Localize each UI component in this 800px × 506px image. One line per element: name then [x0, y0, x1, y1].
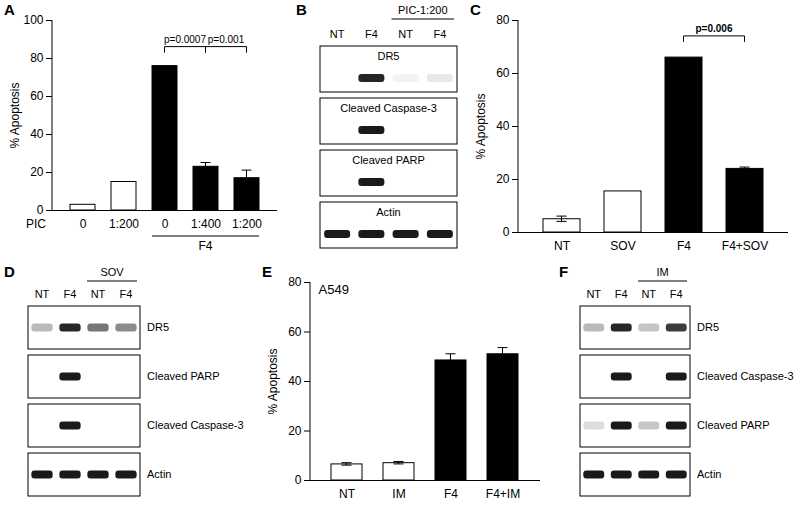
svg-text:1:200: 1:200 [232, 217, 262, 231]
svg-text:NT: NT [330, 28, 345, 40]
svg-text:F4+SOV: F4+SOV [722, 239, 768, 253]
svg-text:A549: A549 [319, 282, 349, 297]
svg-text:0: 0 [295, 473, 302, 487]
svg-text:F4: F4 [198, 239, 212, 253]
svg-text:PIC: PIC [26, 217, 46, 231]
svg-text:NT: NT [91, 288, 106, 300]
svg-text:NT: NT [398, 28, 413, 40]
svg-text:Cleaved Caspase-3: Cleaved Caspase-3 [340, 102, 437, 114]
svg-text:40: 40 [30, 127, 44, 141]
svg-text:F4: F4 [433, 28, 446, 40]
svg-text:% Apoptosis: % Apoptosis [8, 82, 22, 148]
svg-text:100: 100 [23, 13, 43, 27]
svg-text:0: 0 [80, 217, 87, 231]
svg-text:Cleaved PARP: Cleaved PARP [147, 370, 220, 382]
svg-text:F4: F4 [64, 288, 77, 300]
svg-text:Cleaved PARP: Cleaved PARP [697, 419, 770, 431]
svg-text:NT: NT [586, 288, 601, 300]
svg-text:PIC-1:200: PIC-1:200 [398, 4, 448, 16]
svg-text:p=0.0007: p=0.0007 [164, 34, 206, 45]
svg-text:20: 20 [30, 165, 44, 179]
svg-text:NT: NT [35, 288, 50, 300]
svg-text:F4: F4 [670, 288, 683, 300]
svg-text:0: 0 [37, 203, 44, 217]
html-text:E: E [262, 263, 272, 280]
svg-text:DR5: DR5 [697, 321, 719, 333]
svg-text:% Apoptosis: % Apoptosis [266, 348, 280, 414]
svg-text:DR5: DR5 [147, 321, 169, 333]
svg-text:F4: F4 [444, 487, 458, 501]
svg-text:DR5: DR5 [377, 50, 399, 62]
svg-text:Cleaved Caspase-3: Cleaved Caspase-3 [697, 370, 794, 382]
html-text:D: D [4, 263, 15, 280]
svg-text:IM: IM [656, 266, 668, 278]
html-text:B: B [296, 1, 307, 18]
svg-text:20: 20 [496, 172, 510, 186]
svg-text:IM: IM [392, 487, 405, 501]
svg-text:F4+IM: F4+IM [486, 487, 520, 501]
svg-text:60: 60 [30, 89, 44, 103]
svg-text:NT: NT [339, 487, 356, 501]
svg-text:80: 80 [288, 275, 302, 289]
svg-text:Actin: Actin [376, 206, 400, 218]
svg-text:F4: F4 [677, 239, 691, 253]
svg-text:SOV: SOV [610, 239, 635, 253]
svg-text:1:200: 1:200 [109, 217, 139, 231]
svg-text:p=0.006: p=0.006 [696, 23, 733, 34]
html-text:C: C [470, 1, 481, 18]
svg-text:Cleaved PARP: Cleaved PARP [352, 154, 425, 166]
svg-text:80: 80 [496, 13, 510, 27]
svg-text:F4: F4 [365, 28, 378, 40]
svg-text:Cleaved Caspase-3: Cleaved Caspase-3 [147, 419, 244, 431]
svg-text:80: 80 [30, 51, 44, 65]
svg-text:20: 20 [288, 424, 302, 438]
svg-text:Actin: Actin [697, 468, 721, 480]
html-text:A: A [4, 1, 15, 18]
svg-text:% Apoptosis: % Apoptosis [474, 93, 488, 159]
svg-text:60: 60 [496, 66, 510, 80]
svg-text:F4: F4 [120, 288, 133, 300]
svg-text:NT: NT [554, 239, 571, 253]
svg-text:40: 40 [288, 374, 302, 388]
svg-text:SOV: SOV [100, 266, 124, 278]
svg-text:Actin: Actin [147, 468, 171, 480]
svg-text:0: 0 [503, 225, 510, 239]
html-text:F: F [559, 263, 569, 280]
svg-text:0: 0 [162, 217, 169, 231]
svg-text:p=0.001: p=0.001 [208, 34, 245, 45]
svg-text:40: 40 [496, 119, 510, 133]
svg-text:60: 60 [288, 325, 302, 339]
svg-text:NT: NT [641, 288, 656, 300]
svg-text:1:400: 1:400 [191, 217, 221, 231]
svg-text:F4: F4 [615, 288, 628, 300]
